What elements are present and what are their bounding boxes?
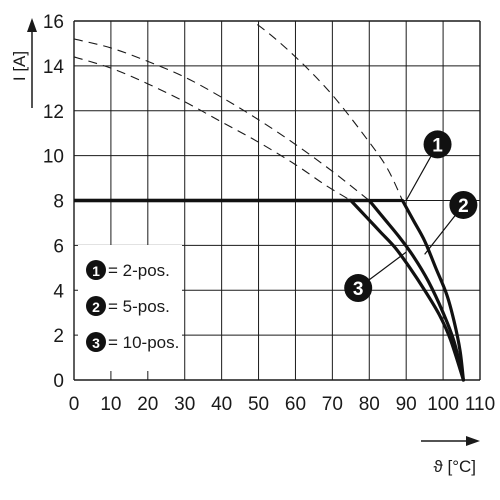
y-tick-label: 6 [53,236,64,257]
legend-marker-number: 1 [92,263,100,279]
callout-1: 1 [405,130,452,201]
x-tick-label: 40 [211,394,232,415]
x-axis-arrowhead [466,436,480,446]
series-callouts: 1 2 3 [344,130,478,303]
series-2-solid-line [367,198,465,382]
series-1-dashed-line [251,21,403,201]
legend: 1 = 2-pos. 2 = 5-pos. 3 = 10-pos. [78,245,182,371]
y-axis-title: I [A] [10,18,37,108]
legend-item-1: 1 = 2-pos. [86,260,170,280]
callout-2: 2 [424,190,478,255]
x-tick-label: 90 [396,394,417,415]
x-tick-label: 50 [248,394,269,415]
x-tick-label: 0 [69,394,80,415]
x-tick-label: 70 [322,394,343,415]
series-layer [74,21,465,382]
x-tick-label: 20 [137,394,158,415]
series-3-solid-line [349,198,465,382]
legend-label: = 2-pos. [108,261,170,280]
legend-marker-1 [86,260,106,280]
callout-3: 3 [344,251,407,303]
y-tick-label: 4 [53,281,64,302]
x-tick-label: 60 [285,394,306,415]
legend-label: = 5-pos. [108,297,170,316]
series-1-solid-line [400,198,465,382]
callout-number: 3 [353,279,364,300]
callout-badge [423,130,452,159]
x-tick-label: 110 [465,394,495,415]
x-axis-title: ϑ [°C] [421,436,480,476]
y-tick-label: 10 [43,147,64,168]
x-tick-label: 80 [359,394,380,415]
x-tick-label: 30 [174,394,195,415]
legend-item-2: 2 = 5-pos. [86,296,170,316]
x-tick-label: 100 [427,394,459,415]
y-tick-label: 14 [43,57,65,78]
callout-badge [449,190,478,219]
legend-marker-number: 2 [92,299,100,315]
y-tick-label: 2 [53,326,64,347]
legend-marker-2 [86,296,106,316]
legend-marker-number: 3 [92,335,100,351]
callout-badge [344,274,373,303]
legend-label: = 10-pos. [108,333,179,352]
legend-marker-3 [86,332,106,352]
callout-number: 2 [458,196,469,217]
series-3-dashed-line [74,56,352,201]
y-axis-arrowhead [27,18,37,32]
y-tick-label: 0 [53,371,64,392]
callout-number: 1 [432,135,443,156]
series-2-dashed-line [74,38,370,201]
y-tick-label: 12 [43,102,64,123]
y-tick-label: 16 [43,12,64,33]
y-tick-label: 8 [53,192,64,213]
x-tick-label: 10 [100,394,121,415]
y-axis-label: I [A] [10,51,29,81]
legend-item-3: 3 = 10-pos. [86,332,179,352]
series-3 [74,56,465,382]
x-axis-label: ϑ [°C] [433,457,476,476]
